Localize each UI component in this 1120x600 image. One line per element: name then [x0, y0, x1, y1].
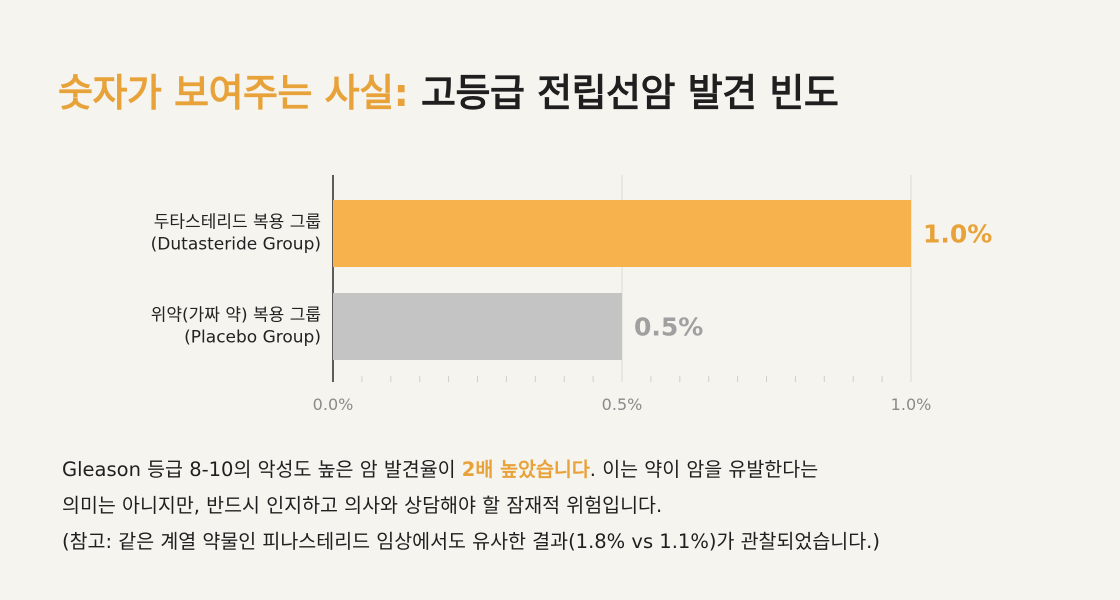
- x-tick-label: 0.5%: [602, 395, 643, 414]
- category-label: 두타스테리드 복용 그룹: [154, 213, 321, 233]
- explanation-line-3: (참고: 같은 계열 약물인 피나스테리드 임상에서도 유사한 결과(1.8% …: [62, 530, 880, 553]
- category-label: (Placebo Group): [184, 328, 321, 348]
- title-rest: 고등급 전립선암 발견 빈도: [421, 71, 839, 115]
- bar: [333, 293, 622, 360]
- bar-chart: 1.0% 두타스테리드 복용 그룹(Dutasteride Group) 0.5% 위…: [151, 175, 992, 414]
- emphasis-text: 2배 높았습니다: [461, 458, 590, 481]
- explanation-line-1: Gleason 등급 8-10의 악성도 높은 암 발견율이 2배 높았습니다.…: [62, 458, 819, 481]
- title-highlight: 숫자가 보여주는 사실:: [58, 71, 409, 115]
- page-title: 숫자가 보여주는 사실: 고등급 전립선암 발견 빈도: [58, 62, 839, 117]
- x-tick-label: 0.0%: [313, 395, 354, 414]
- explanation-line-2: 의미는 아니지만, 반드시 인지하고 의사와 상담해야 할 잠재적 위험입니다.: [62, 494, 663, 517]
- category-label: (Dutasteride Group): [151, 235, 321, 255]
- value-label: 1.0%: [923, 220, 992, 249]
- explanation-text: Gleason 등급 8-10의 악성도 높은 암 발견율이 2배 높았습니다.…: [62, 452, 1062, 560]
- x-tick-label: 1.0%: [891, 395, 932, 414]
- bar: [333, 200, 911, 267]
- value-label: 0.5%: [634, 313, 703, 342]
- category-label: 위약(가짜 약) 복용 그룹: [151, 306, 321, 326]
